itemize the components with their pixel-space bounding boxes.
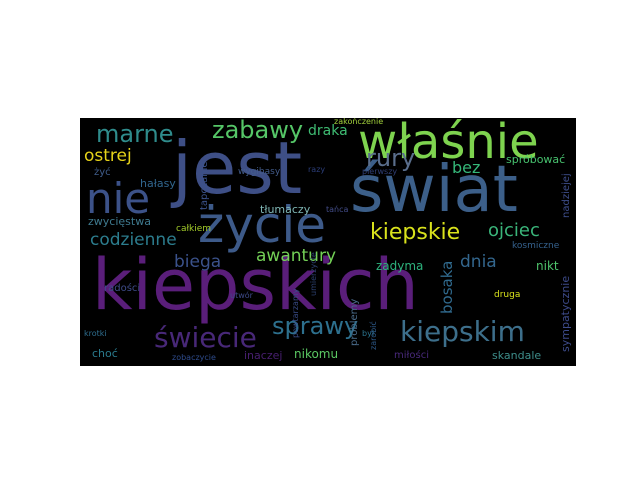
word-swiecie: świecie xyxy=(154,321,257,354)
word-draka: draka xyxy=(308,123,348,139)
word-byl: był xyxy=(362,329,375,338)
word-zabawy: zabawy xyxy=(212,118,304,144)
word-zakonczenie: zakończenie xyxy=(334,118,384,126)
word-biega: biega xyxy=(174,252,222,272)
word-dnia: dnia xyxy=(460,252,497,272)
word-wygibasy: wygibasy xyxy=(238,167,281,177)
word-powtarzamy: powtarzamy xyxy=(291,288,300,338)
word-utwor: utwór xyxy=(230,291,253,300)
word-zadyma: zadyma xyxy=(376,259,424,273)
word-tapczanie: tapczanie xyxy=(199,161,210,210)
word-pierwszy: pierwszy xyxy=(362,167,398,176)
word-bez: bez xyxy=(452,158,481,177)
word-ostrej: ostrej xyxy=(84,146,132,166)
word-nikt: nikt xyxy=(536,259,559,273)
word-nie: nie xyxy=(86,174,151,223)
word-nikomu: nikomu xyxy=(294,347,339,361)
word-marne: marne xyxy=(96,120,174,148)
word-kiepskim: kiepskim xyxy=(400,315,525,348)
word-swiat: świat xyxy=(350,153,518,227)
word-zyc: żyć xyxy=(94,167,111,178)
word-bosaka: bosaka xyxy=(438,260,456,314)
word-tlumaczy: tłumaczy xyxy=(260,203,311,216)
word-choc: choć xyxy=(92,347,118,360)
word-cloud: kiepskich jest świat życie właśnie nie m… xyxy=(80,118,576,366)
word-zwyciestwa: zwycięstwa xyxy=(88,215,151,228)
word-milosci: miłości xyxy=(394,350,429,361)
word-calkiem: całkiem xyxy=(176,224,212,234)
word-nadziejej: nadziejej xyxy=(561,173,572,218)
word-tanca: tańca xyxy=(326,205,349,214)
word-skandale: skandale xyxy=(492,349,542,362)
word-problemy: problemy xyxy=(349,298,360,346)
word-jest: jest xyxy=(172,126,303,210)
word-razy: razy xyxy=(308,165,326,174)
word-awantury: awantury xyxy=(256,246,337,266)
word-wlasnie: właśnie xyxy=(358,118,539,170)
word-kiepskie: kiepskie xyxy=(370,220,461,245)
word-kiepskich: kiepskich xyxy=(92,244,419,326)
word-sprawy: sprawy xyxy=(272,312,359,340)
word-krotki: krotki xyxy=(84,329,107,338)
word-radosci: radości xyxy=(104,283,141,294)
word-ojciec: ojciec xyxy=(488,220,540,241)
word-zycie: życie xyxy=(198,196,326,254)
word-umierzycie: umierzycie xyxy=(309,252,318,296)
word-codzienne: codzienne xyxy=(90,230,177,250)
word-zarobic: zarobić xyxy=(369,321,378,350)
word-sprobowac: spróbować xyxy=(506,153,566,166)
word-druga: druga xyxy=(494,290,521,300)
word-inaczej: inaczej xyxy=(244,349,283,362)
word-rury: rury xyxy=(366,144,416,172)
word-halasy: hałasy xyxy=(140,177,176,190)
word-kosmiczne: kosmiczne xyxy=(512,241,560,251)
word-zobaczycie: zobaczycie xyxy=(172,353,216,362)
word-sympatycznie: sympatycznie xyxy=(559,275,572,352)
